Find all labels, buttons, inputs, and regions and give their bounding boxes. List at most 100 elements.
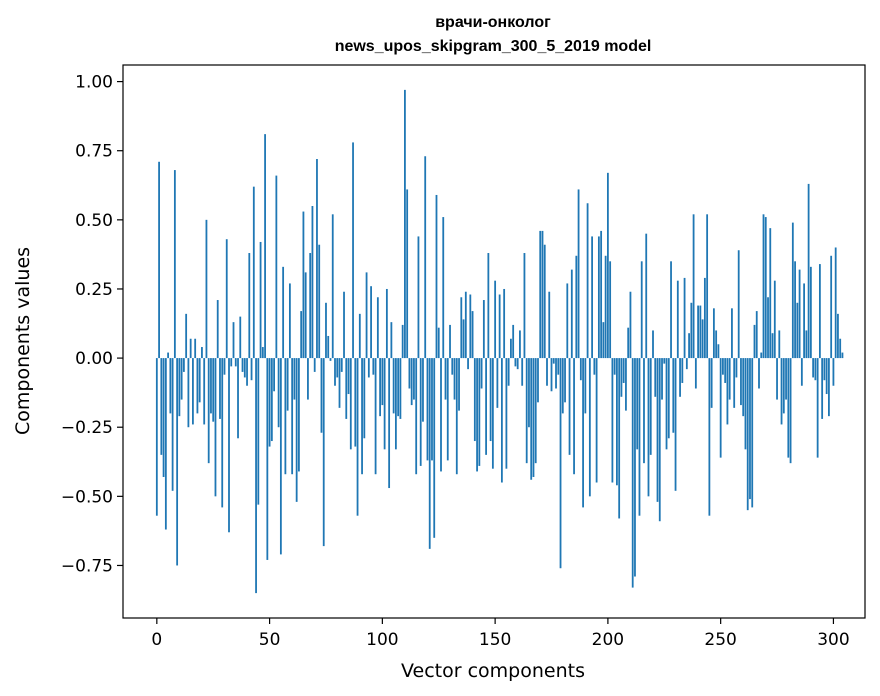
bar (557, 358, 560, 375)
bar (740, 358, 742, 406)
bar (248, 253, 251, 359)
bar (273, 358, 275, 392)
bar (507, 358, 510, 386)
y-tick-label: −0.50 (61, 487, 113, 507)
bar (663, 358, 666, 364)
bar (672, 358, 675, 433)
bar (780, 358, 783, 425)
x-tick-label: 50 (259, 630, 281, 650)
bar (769, 228, 772, 359)
bar (645, 233, 648, 359)
bar (532, 358, 535, 477)
bar (329, 358, 332, 361)
bar (422, 358, 424, 422)
bar (550, 358, 553, 392)
x-tick-label: 300 (817, 630, 849, 650)
bar (591, 236, 593, 359)
bar (485, 358, 487, 455)
y-tick-label: 1.00 (75, 73, 113, 93)
bar (496, 358, 499, 408)
bar (302, 211, 305, 359)
bar (467, 358, 469, 370)
bar (234, 358, 237, 367)
bar (528, 358, 530, 428)
bar (823, 358, 826, 381)
bar (433, 358, 436, 538)
bar (555, 358, 557, 389)
bar (837, 313, 839, 359)
bar (719, 358, 722, 458)
bar (489, 358, 492, 442)
bar (228, 358, 230, 533)
bar (670, 261, 672, 359)
bar (841, 352, 844, 359)
bar (505, 358, 508, 469)
bar (169, 358, 172, 414)
bar (437, 327, 440, 359)
bar (543, 244, 546, 359)
bar (257, 358, 260, 505)
bar (758, 358, 760, 389)
bar (286, 358, 289, 411)
bar (334, 358, 336, 386)
bar (640, 261, 643, 359)
bar (453, 358, 456, 400)
bar (692, 214, 695, 359)
bar (361, 358, 363, 475)
bar (525, 358, 528, 464)
bar (431, 358, 433, 461)
bar (370, 286, 372, 359)
bar (491, 358, 494, 469)
bar (683, 277, 686, 359)
bar (778, 330, 781, 359)
bar (744, 358, 747, 450)
bar (455, 358, 458, 475)
bar (787, 358, 790, 458)
bar (417, 236, 420, 359)
bar (606, 172, 609, 359)
bar (185, 313, 188, 359)
bar (685, 358, 688, 370)
x-tick-label: 150 (479, 630, 511, 650)
bar (800, 358, 803, 386)
bar (480, 358, 483, 389)
bar (674, 358, 677, 491)
bar (634, 358, 636, 577)
bar (519, 330, 521, 359)
bar (162, 358, 165, 477)
bar (688, 333, 690, 359)
bar (372, 358, 375, 375)
bar (564, 358, 566, 403)
bar (694, 358, 697, 389)
bar (307, 358, 309, 400)
bar (451, 358, 454, 375)
x-axis: 0 50 100 150 200 250 300 (151, 618, 850, 650)
bar (347, 358, 350, 395)
bar (435, 194, 438, 359)
bar (712, 308, 715, 359)
bar (266, 358, 269, 560)
bar (298, 358, 300, 472)
bar (503, 288, 506, 359)
bar (178, 358, 181, 417)
bar (394, 358, 397, 450)
bar (282, 266, 285, 359)
bar (232, 322, 235, 359)
bar (252, 186, 255, 359)
bar (241, 358, 244, 372)
bar (424, 156, 427, 359)
bar (597, 236, 600, 359)
bar (588, 358, 591, 497)
bar (717, 344, 720, 359)
bar (288, 283, 291, 359)
bar (809, 266, 812, 359)
bar (746, 358, 749, 511)
bar (568, 358, 571, 455)
x-tick-label: 250 (704, 630, 736, 650)
bar (354, 358, 357, 447)
bar (320, 358, 323, 433)
bar (392, 358, 395, 414)
bar (482, 300, 485, 359)
bar (205, 219, 208, 359)
bar (654, 358, 657, 397)
